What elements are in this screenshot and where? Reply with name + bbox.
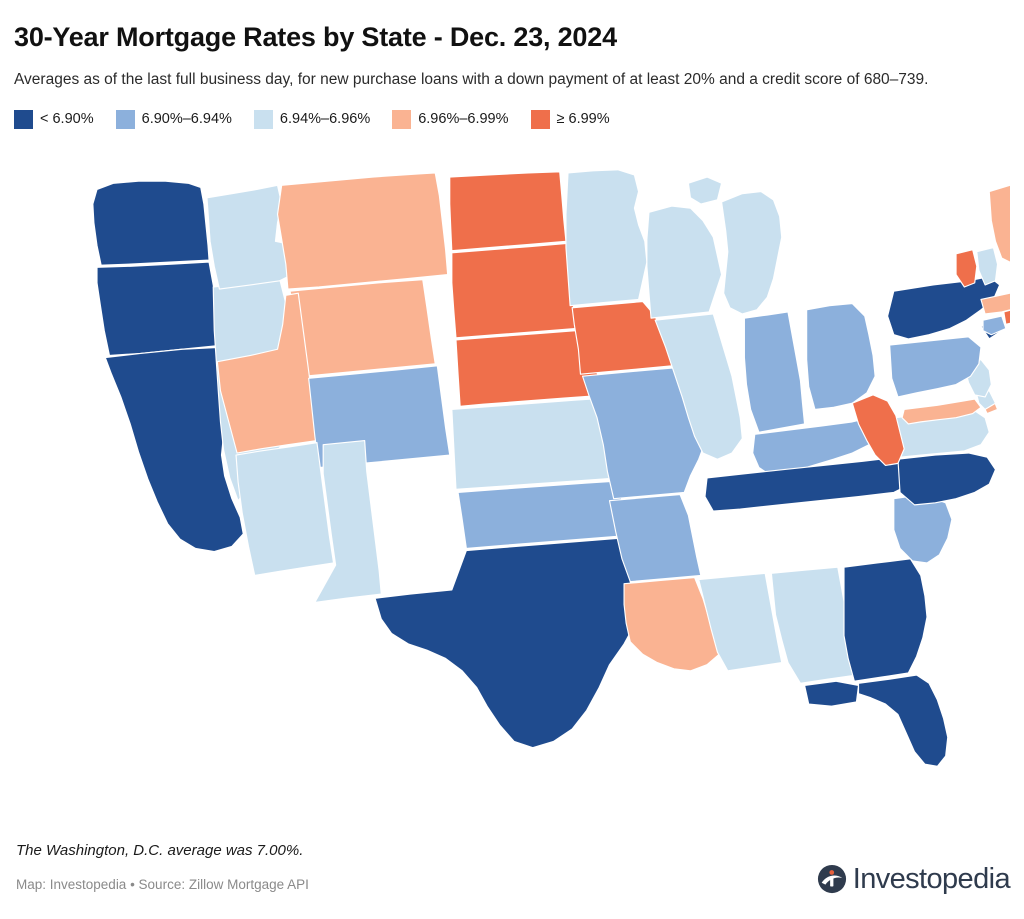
page-subtitle: Averages as of the last full business da…	[14, 71, 929, 89]
legend-label: 6.90%–6.94%	[141, 111, 232, 128]
legend-swatch	[115, 109, 135, 129]
legend: < 6.90% 6.90%–6.94% 6.94%–6.96% 6.96%–6.99%…	[14, 92, 1010, 129]
investopedia-logo: Investopedia	[817, 862, 1011, 895]
state-oh[interactable]: Ohio	[806, 302, 876, 410]
state-la[interactable]: Louisiana	[623, 576, 723, 671]
legend-swatch	[253, 109, 273, 129]
legend-item: < 6.90%	[14, 109, 94, 129]
state-me[interactable]: Maine	[988, 184, 1010, 264]
legend-item: 6.90%–6.94%	[115, 109, 232, 129]
legend-label: 6.94%–6.96%	[279, 111, 371, 128]
state-or[interactable]: Oregon	[96, 261, 225, 356]
state-wa[interactable]: Washington	[92, 180, 210, 266]
state-ks[interactable]: Kansas	[451, 396, 619, 490]
state-tx[interactable]: Texas	[374, 537, 638, 748]
state-vt[interactable]: Vermont	[955, 248, 978, 288]
state-ut[interactable]: Utah	[216, 292, 318, 454]
state-pa[interactable]: Pennsylvania	[889, 335, 982, 398]
state-in[interactable]: Indiana	[743, 310, 806, 433]
state-nh[interactable]: New Hampshire	[976, 246, 999, 286]
state-ky[interactable]: Kentucky	[752, 416, 878, 476]
legend-item: ≥ 6.99%	[530, 109, 610, 129]
legend-label: 6.96%–6.99%	[418, 111, 509, 128]
map-credit: Map: Investopedia • Source: Zillow Mortg…	[16, 877, 309, 892]
state-nm[interactable]: New Mexico	[314, 439, 382, 603]
state-ga[interactable]: Georgia	[843, 557, 928, 682]
investopedia-mark-icon	[817, 864, 846, 894]
state-wi[interactable]: Wisconsin	[646, 205, 723, 319]
page-title: 30-Year Mortgage Rates by State - Dec. 2…	[14, 22, 617, 52]
state-sc[interactable]: South Carolina	[893, 493, 953, 564]
us-map-svg: WashingtonOregonCaliforniaNevadaIdahoMon…	[92, 168, 1010, 767]
investopedia-wordmark: Investopedia	[852, 862, 1011, 895]
legend-swatch	[530, 109, 550, 129]
legend-label: ≥ 6.99%	[556, 111, 610, 128]
legend-swatch	[392, 109, 412, 129]
map-footnote: The Washington, D.C. average was 7.00%.	[16, 842, 304, 859]
legend-swatch	[14, 109, 33, 129]
state-ma[interactable]: Massachusetts	[980, 291, 1010, 315]
state-nd[interactable]: North Dakota	[449, 170, 567, 251]
choropleth-map: WashingtonOregonCaliforniaNevadaIdahoMon…	[14, 133, 1010, 773]
state-az[interactable]: Arizona	[235, 441, 335, 576]
state-mt[interactable]: Montana	[276, 171, 449, 290]
state-mn[interactable]: Minnesota	[565, 168, 648, 306]
state-ar[interactable]: Arkansas	[608, 493, 702, 582]
state-ms[interactable]: Mississippi	[698, 572, 783, 671]
state-ri[interactable]: Rhode Island	[1003, 309, 1010, 325]
state-sd[interactable]: South Dakota	[451, 242, 577, 338]
state-ct[interactable]: Connecticut	[982, 314, 1007, 335]
state-il[interactable]: Illinois	[654, 312, 743, 460]
state-mi[interactable]: Michigan	[687, 175, 783, 315]
legend-item: 6.96%–6.99%	[392, 109, 509, 129]
state-wv[interactable]: West Virginia	[851, 393, 905, 466]
state-nc[interactable]: North Carolina	[897, 451, 997, 505]
state-fl[interactable]: Florida	[804, 673, 949, 767]
state-wy[interactable]: Wyoming	[289, 278, 436, 377]
legend-label: < 6.90%	[40, 111, 94, 128]
legend-item: 6.94%–6.96%	[253, 109, 371, 129]
